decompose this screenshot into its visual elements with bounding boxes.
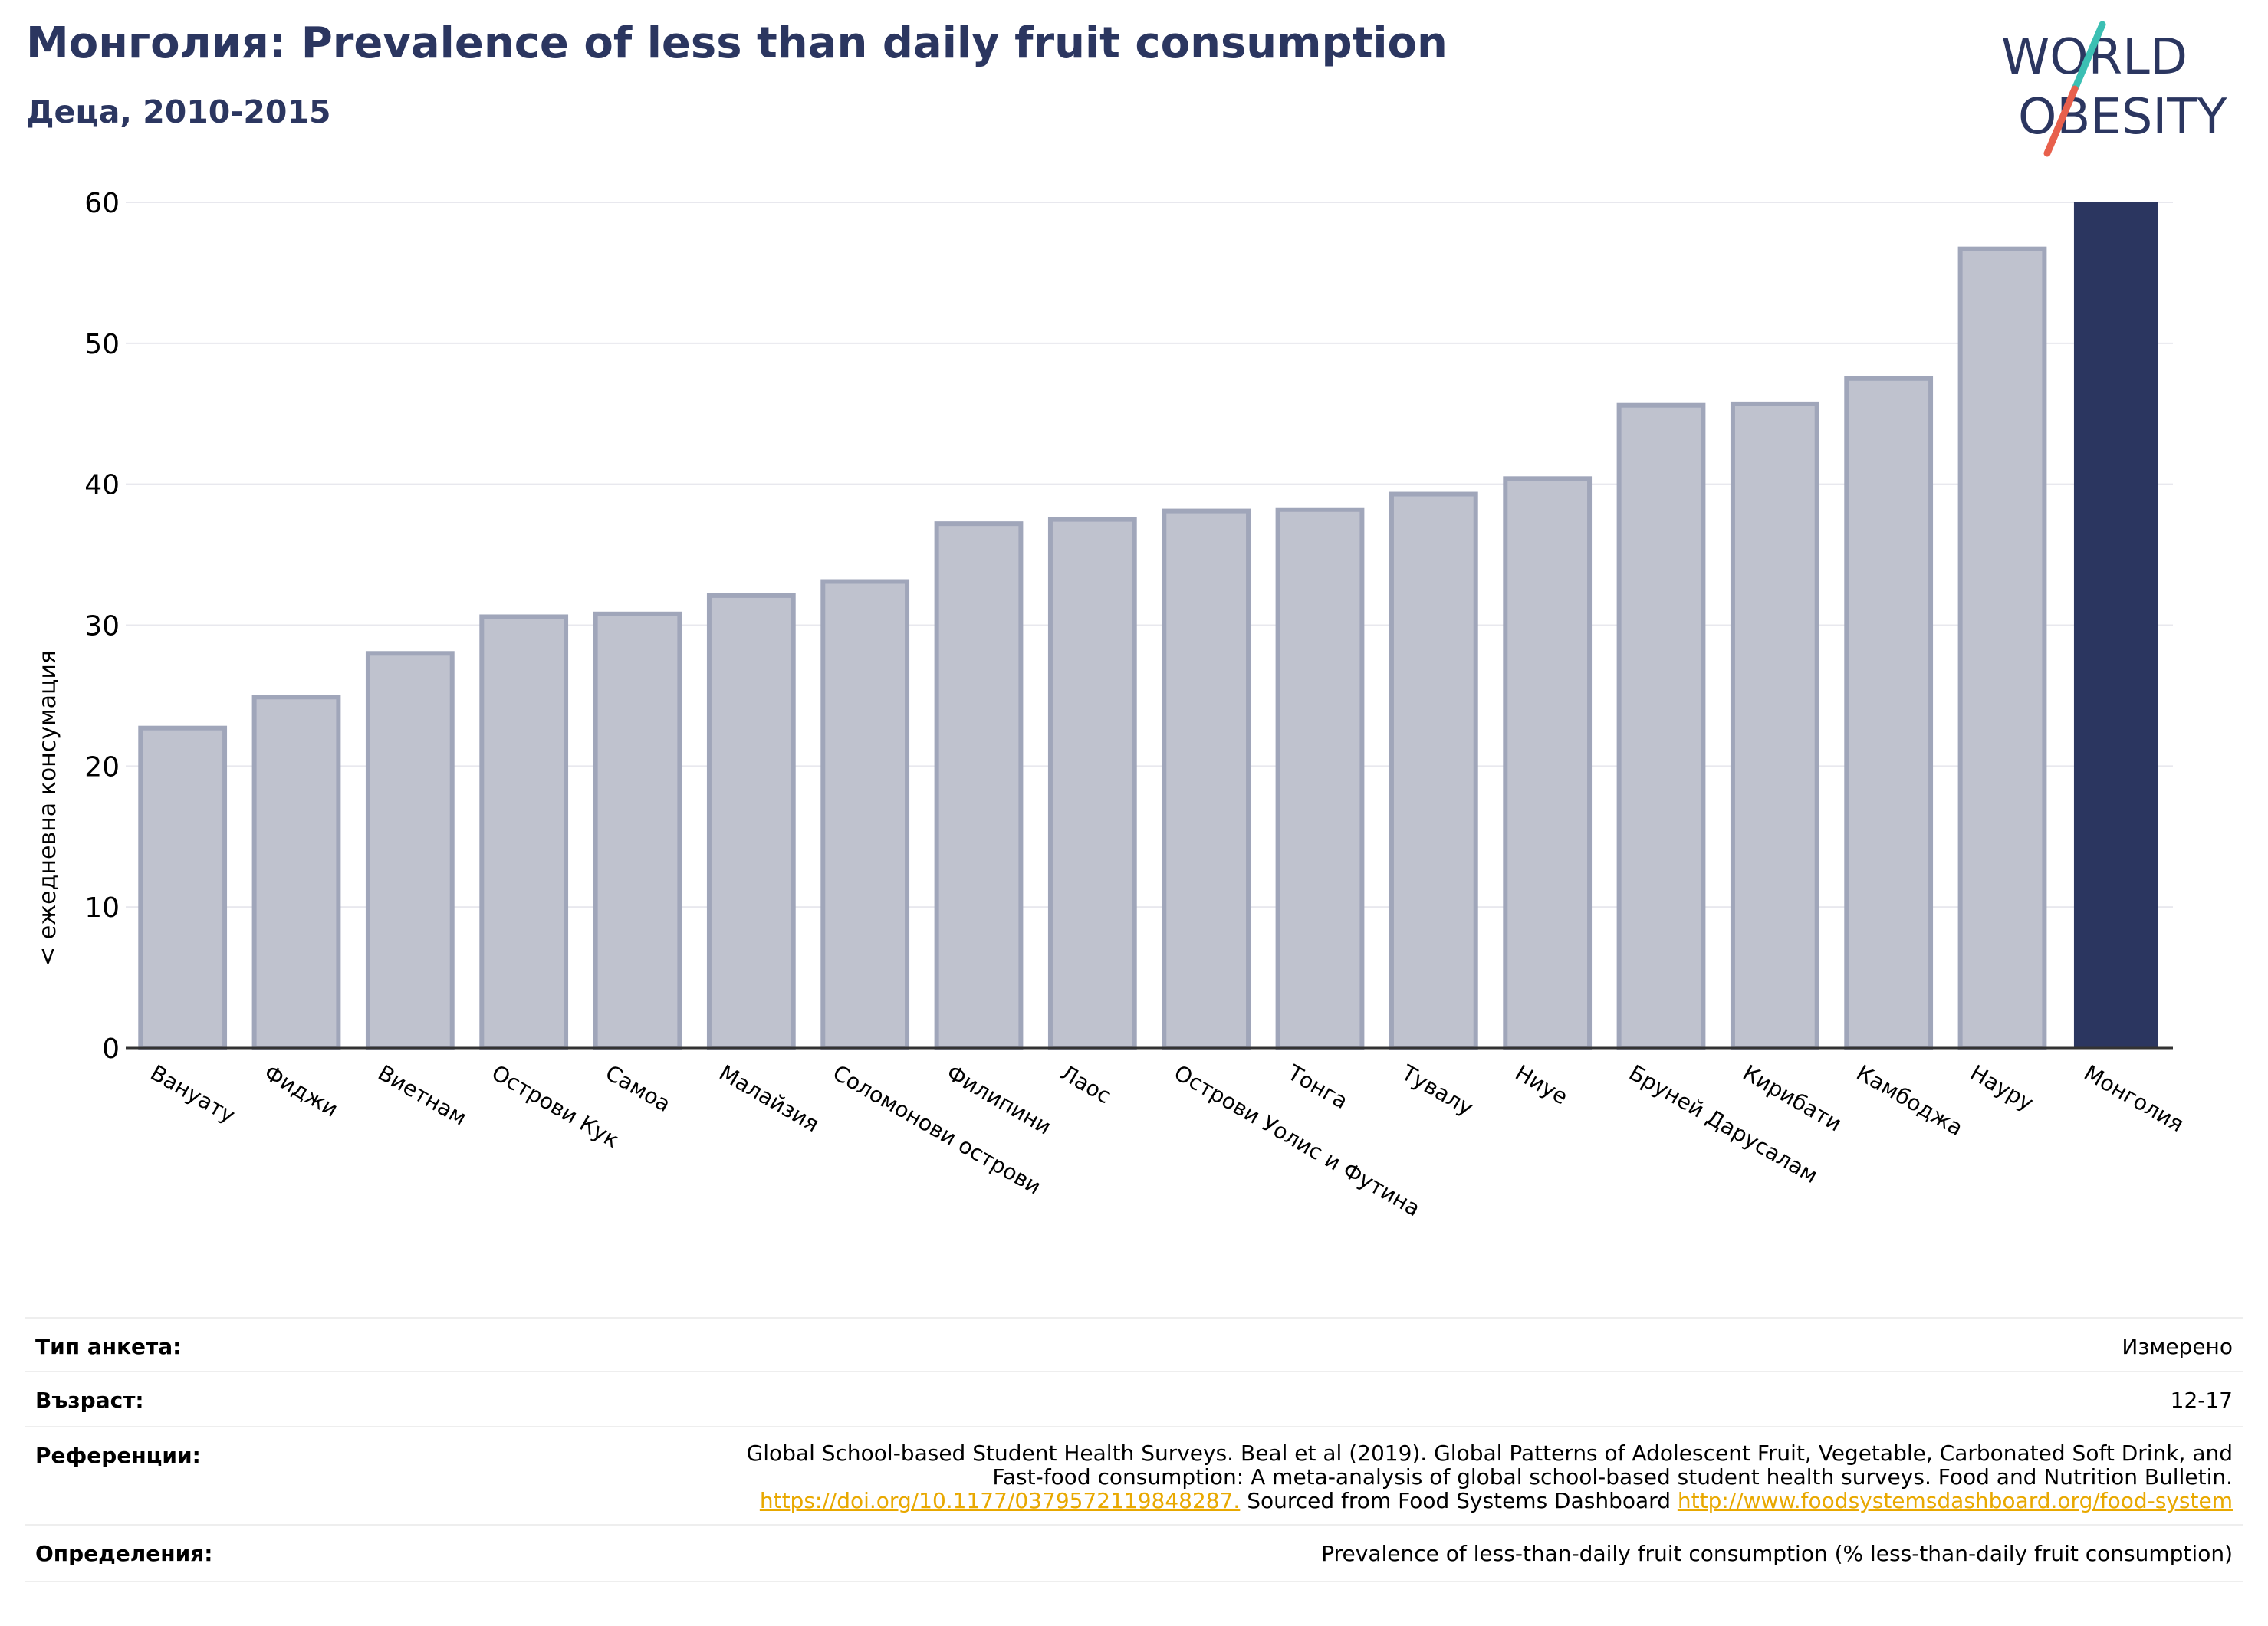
bar [1503, 476, 1593, 1050]
x-tick-label: Самоа [601, 1059, 675, 1117]
survey-type-row: Тип анкета: Измерено [25, 1317, 2243, 1372]
bar [365, 651, 455, 1050]
bar [934, 521, 1024, 1050]
x-tick-label: Бруней Дарусалам [1625, 1059, 1823, 1188]
bar [1844, 376, 1934, 1050]
x-tick-label: Малайзия [715, 1059, 823, 1137]
bar [706, 593, 796, 1050]
y-tick-label: 50 [84, 329, 120, 360]
x-tick-label: Лаос [1056, 1059, 1116, 1109]
age-row: Възраст: 12-17 [25, 1371, 2243, 1427]
x-tick-label: Науру [1966, 1059, 2038, 1115]
bar [1616, 402, 1706, 1050]
world-obesity-logo: WORLD OBESITY [2001, 21, 2227, 157]
x-tick-label: Острови Кук [488, 1059, 623, 1152]
x-tick-label: Кирибати [1738, 1059, 1846, 1136]
definitions-row: Определения: Prevalence of less-than-dai… [25, 1524, 2243, 1582]
bar [1162, 508, 1251, 1050]
y-tick-label: 30 [84, 611, 120, 642]
references-mid: Sourced from Food Systems Dashboard [1240, 1488, 1678, 1513]
survey-type-label: Тип анкета: [35, 1334, 182, 1359]
bar [1957, 246, 2047, 1050]
food-systems-link[interactable]: http://www.foodsystemsdashboard.org/food… [1677, 1488, 2233, 1513]
x-tick-label: Ниуе [1511, 1059, 1573, 1109]
x-tick-label: Монголия [2079, 1059, 2188, 1137]
y-tick-label: 20 [84, 751, 120, 783]
y-tick-label: 0 [102, 1033, 120, 1065]
page-subtitle: Деца, 2010-2015 [26, 94, 331, 130]
references-line1: Global School-based Student Health Surve… [746, 1440, 2233, 1466]
references-line3: https://doi.org/10.1177/0379572119848287… [584, 1489, 2233, 1513]
survey-type-value: Измерено [2122, 1334, 2233, 1359]
bar-highlight [2073, 202, 2158, 1048]
references-label: Референции: [35, 1443, 201, 1468]
y-tick-label: 60 [84, 188, 120, 219]
bar [1730, 401, 1819, 1050]
bar [138, 725, 228, 1050]
logo-slash-bottom [2043, 85, 2079, 157]
bar [479, 614, 569, 1050]
x-tick-label: Соломонови острови [829, 1059, 1046, 1199]
references-row: Референции: Global School-based Student … [25, 1426, 2243, 1526]
definitions-value: Prevalence of less-than-daily fruit cons… [1321, 1541, 2233, 1566]
x-tick-label: Виетнам [373, 1059, 471, 1130]
x-tick-label: Фиджи [260, 1059, 343, 1122]
definitions-label: Определения: [35, 1541, 213, 1566]
bar [593, 611, 682, 1050]
doi-link[interactable]: https://doi.org/10.1177/0379572119848287… [759, 1488, 1241, 1513]
x-tick-label: Тонга [1283, 1059, 1352, 1114]
age-label: Възраст: [35, 1388, 144, 1413]
page-title: Монголия: Prevalence of less than daily … [26, 18, 1448, 68]
x-tick-label: Вануату [146, 1059, 240, 1128]
references-line2: Fast-food consumption: A meta-analysis o… [992, 1464, 2233, 1490]
age-value: 12-17 [2170, 1388, 2233, 1413]
bar-chart: 0 10 20 30 40 50 60 Вануату Фиджи Виетнам Острови … [35, 188, 2188, 1221]
logo-slash-top [2071, 21, 2106, 93]
x-tick-label: Тувалу [1396, 1059, 1477, 1121]
bar [1275, 507, 1365, 1050]
x-tick-label: Камбоджа [1852, 1059, 1967, 1141]
references-value: Global School-based Student Health Surve… [584, 1441, 2233, 1513]
bar [251, 695, 341, 1050]
bar [1047, 517, 1137, 1050]
y-axis-label: < ежедневна консумация [35, 650, 61, 966]
bar [1389, 491, 1478, 1050]
y-tick-label: 40 [84, 470, 120, 501]
bar [820, 579, 910, 1050]
y-tick-label: 10 [84, 892, 120, 924]
